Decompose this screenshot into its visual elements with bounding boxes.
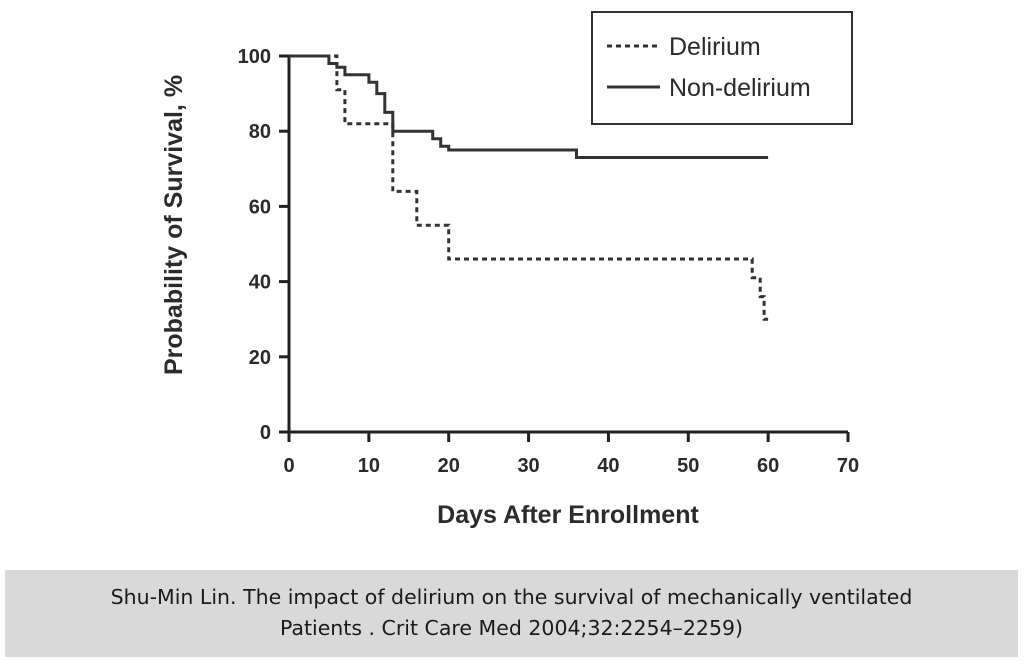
x-tick-label: 20 xyxy=(438,455,460,477)
x-tick-label: 0 xyxy=(283,455,294,477)
series-layer xyxy=(289,54,769,321)
y-axis-ticks: 0 20 40 60 80 100 xyxy=(238,46,289,444)
x-tick-label: 70 xyxy=(837,455,859,477)
x-axis-label: Days After Enrollment xyxy=(437,501,699,529)
x-axis-ticks: 0 10 20 30 40 50 60 70 xyxy=(283,432,859,477)
y-tick-label: 80 xyxy=(249,121,271,143)
y-tick-label: 0 xyxy=(260,422,271,444)
y-axis-label: Probability of Survival, % xyxy=(160,75,188,375)
y-tick-label: 60 xyxy=(249,196,271,218)
x-tick-label: 60 xyxy=(757,455,779,477)
series-line-delirium xyxy=(289,54,769,321)
x-tick-label: 10 xyxy=(358,455,380,477)
legend: Delirium Non-delirium xyxy=(591,11,853,125)
caption-line-1: Shu-Min Lin. The impact of delirium on t… xyxy=(110,585,913,609)
legend-label-non-delirium: Non-delirium xyxy=(669,74,811,102)
series-line-non-delirium xyxy=(289,54,769,159)
x-tick-label: 40 xyxy=(597,455,619,477)
survival-chart: 0 20 40 60 80 100 0 10 20 30 40 50 60 70 Probability… xyxy=(160,11,859,529)
caption-line-2: Patients . Crit Care Med 2004;32:2254–22… xyxy=(279,616,744,640)
y-tick-label: 40 xyxy=(249,272,271,294)
x-tick-label: 30 xyxy=(517,455,539,477)
x-tick-label: 50 xyxy=(677,455,699,477)
y-tick-label: 20 xyxy=(249,347,271,369)
legend-box xyxy=(591,11,853,125)
citation-caption: Shu-Min Lin. The impact of delirium on t… xyxy=(5,570,1018,657)
legend-label-delirium: Delirium xyxy=(669,33,761,61)
y-tick-label: 100 xyxy=(238,46,271,68)
